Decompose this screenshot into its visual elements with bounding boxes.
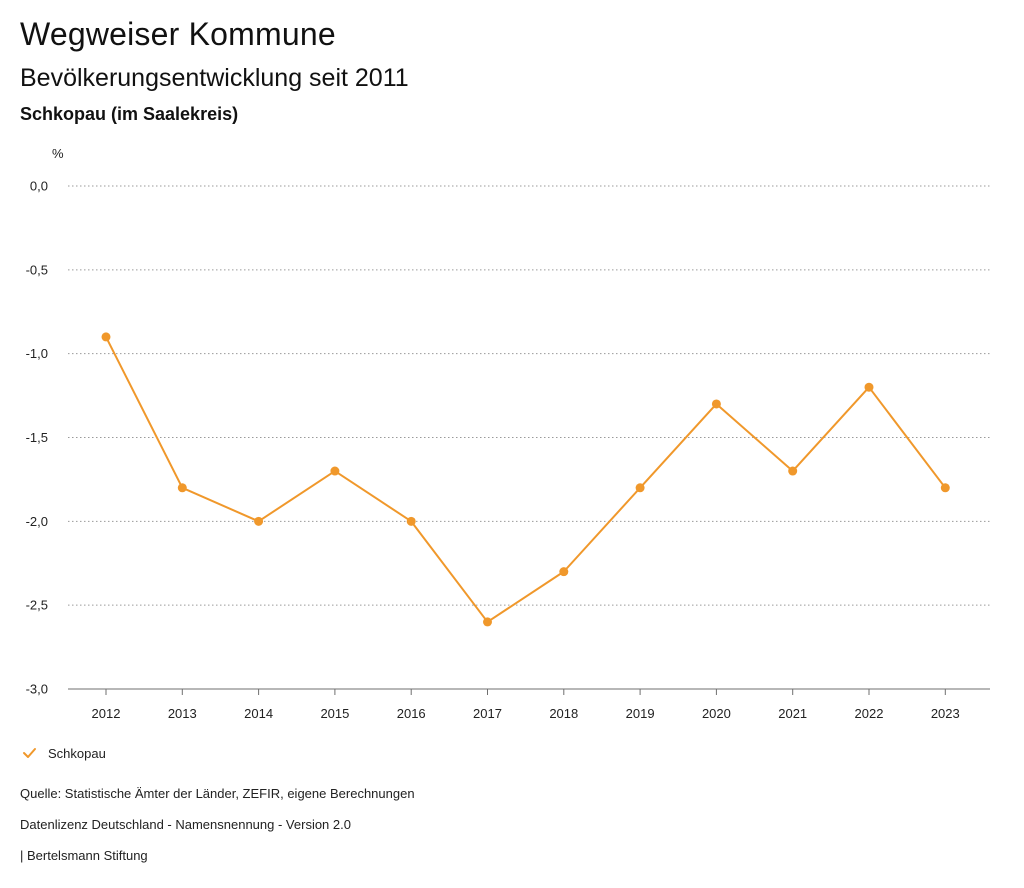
y-tick-label: -2,0: [26, 514, 48, 529]
x-tick-label: 2020: [702, 706, 731, 721]
x-axis-ticks: 2012 2013 2014 2015 2016 2017 2018 2019 2020 2021…: [68, 688, 990, 721]
license-note: Datenlizenz Deutschland - Namensnennung …: [20, 817, 351, 832]
data-point[interactable]: [711, 399, 721, 409]
x-tick-label: 2014: [244, 706, 273, 721]
y-axis-unit-label: %: [52, 146, 64, 161]
x-tick-label: 2012: [92, 706, 121, 721]
x-tick-label: 2021: [778, 706, 807, 721]
y-axis-ticks: 0,0 -0,5 -1,0 -1,5 -2,0 -2,5 -3,0: [26, 178, 48, 696]
data-point[interactable]: [101, 332, 111, 342]
data-point[interactable]: [483, 617, 492, 627]
data-point[interactable]: [864, 382, 874, 392]
y-tick-label: -2,5: [26, 598, 48, 613]
data-point[interactable]: [635, 483, 645, 493]
chart-title: Bevölkerungsentwicklung seit 2011: [20, 64, 409, 92]
x-tick-label: 2013: [168, 706, 197, 721]
y-tick-label: -0,5: [26, 262, 48, 277]
data-point[interactable]: [254, 516, 264, 526]
y-tick-label: 0,0: [30, 178, 48, 193]
series-schkopau: [101, 332, 950, 627]
x-tick-label: 2018: [549, 706, 578, 721]
data-point[interactable]: [940, 483, 950, 493]
x-tick-label: 2015: [320, 706, 349, 721]
x-tick-label: 2019: [626, 706, 655, 721]
data-point[interactable]: [406, 516, 416, 526]
legend-label-schkopau: Schkopau: [48, 745, 106, 761]
page-title: Wegweiser Kommune: [20, 16, 336, 52]
data-point[interactable]: [177, 483, 187, 493]
chart-subtitle: Schkopau (im Saalekreis): [20, 104, 239, 124]
y-tick-label: -1,0: [26, 346, 48, 361]
x-tick-label: 2017: [473, 706, 502, 721]
data-point[interactable]: [559, 567, 569, 577]
gridlines: [68, 185, 990, 690]
data-point[interactable]: [788, 466, 798, 476]
x-tick-label: 2016: [397, 706, 426, 721]
publisher-note: | Bertelsmann Stiftung: [20, 848, 148, 863]
x-tick-label: 2023: [931, 706, 960, 721]
series-line: [105, 336, 947, 623]
y-tick-label: -3,0: [26, 681, 48, 696]
legend[interactable]: Schkopau: [20, 744, 106, 762]
check-icon: [23, 748, 36, 758]
x-tick-label: 2022: [855, 706, 884, 721]
source-note: Quelle: Statistische Ämter der Länder, Z…: [20, 786, 415, 801]
data-point[interactable]: [330, 466, 340, 476]
y-tick-label: -1,5: [26, 430, 48, 445]
